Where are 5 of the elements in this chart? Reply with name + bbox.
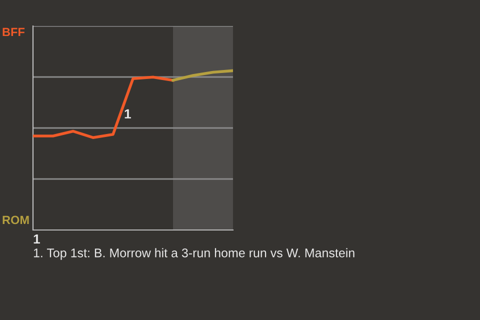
text: 1. Top 1st: B. Morrow hit a 3-run home run vs W. Manstein [34,248,354,260]
annotation: 1 [124,109,131,118]
text: 1 [34,234,40,244]
text: BFF [2,28,25,36]
text: ROM [2,216,29,224]
